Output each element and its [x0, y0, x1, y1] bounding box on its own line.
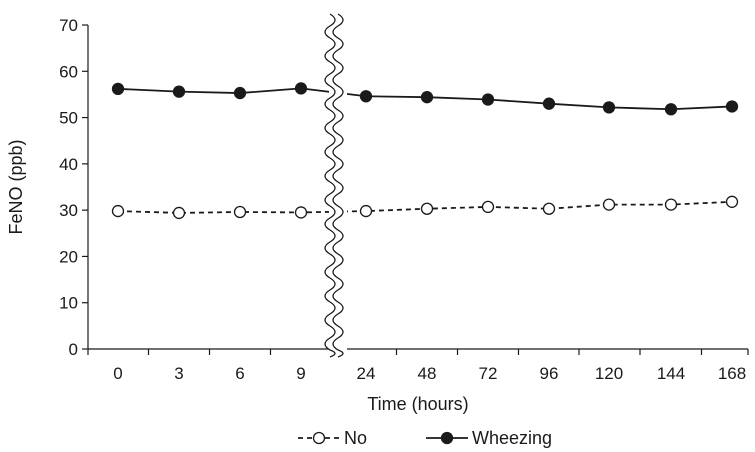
data-point-wheezing [542, 97, 556, 110]
data-point-wheezing [725, 100, 739, 113]
data-point-wheezing [294, 82, 308, 95]
data-point-no [602, 198, 616, 211]
axis-break-right-wave [332, 13, 344, 358]
data-point-wheezing [602, 101, 616, 114]
x-tick-label: 24 [357, 364, 376, 383]
x-axis-label: Time (hours) [367, 394, 468, 414]
y-tick-label: 10 [59, 294, 78, 313]
data-point-wheezing [481, 93, 495, 106]
data-point-wheezing [172, 85, 186, 98]
legend-marker [440, 431, 454, 445]
data-point-no [359, 204, 373, 218]
legend: No Wheezing [298, 428, 552, 448]
data-point-wheezing [420, 91, 434, 104]
axis-break [324, 13, 347, 358]
data-point-wheezing [111, 82, 125, 96]
legend-item-wheezing: Wheezing [426, 428, 552, 448]
data-point-no [542, 202, 556, 215]
x-tick-label: 144 [657, 364, 685, 383]
x-tick-label: 0 [113, 364, 122, 383]
legend-label: No [344, 428, 367, 448]
y-tick-label: 20 [59, 247, 78, 266]
x-tick-label: 120 [595, 364, 623, 383]
y-tick-label: 0 [69, 340, 78, 359]
data-point-wheezing [359, 90, 373, 103]
x-tick-label: 72 [479, 364, 498, 383]
data-point-no [664, 198, 678, 211]
series-no [111, 195, 739, 220]
y-ticks: 0 10 20 30 40 50 60 70 [59, 16, 88, 359]
y-tick-label: 30 [59, 201, 78, 220]
x-tick-label: 9 [296, 364, 305, 383]
data-point-no [481, 200, 495, 214]
x-axis: 0 3 6 9 24 48 72 96 120 144 168 [87, 348, 749, 383]
legend-marker [312, 431, 326, 445]
y-tick-label: 40 [59, 155, 78, 174]
data-point-no [172, 206, 186, 220]
data-point-wheezing [664, 103, 678, 116]
data-point-wheezing [233, 86, 247, 100]
y-axis-label: FeNO (ppb) [6, 139, 26, 234]
y-tick-label: 70 [59, 16, 78, 35]
axis-break-left-wave [324, 13, 336, 358]
legend-label: Wheezing [472, 428, 552, 448]
y-tick-label: 50 [59, 109, 78, 128]
x-tick-label: 168 [718, 364, 746, 383]
data-point-no [420, 202, 434, 215]
series-wheezing [111, 82, 739, 116]
x-tick-label: 96 [540, 364, 559, 383]
x-tick-label: 3 [174, 364, 183, 383]
legend-item-no: No [298, 428, 367, 448]
data-point-no [725, 195, 739, 208]
series-layer [111, 82, 739, 220]
y-tick-label: 60 [59, 62, 78, 81]
x-ticks: 0 3 6 9 24 48 72 96 120 144 168 [87, 349, 749, 383]
data-point-no [294, 206, 308, 219]
data-point-no [111, 204, 125, 218]
x-tick-label: 6 [235, 364, 244, 383]
data-point-no [233, 205, 247, 219]
y-axis: 0 10 20 30 40 50 60 70 [59, 16, 89, 359]
x-tick-label: 48 [418, 364, 437, 383]
axis-break-band [329, 14, 347, 357]
